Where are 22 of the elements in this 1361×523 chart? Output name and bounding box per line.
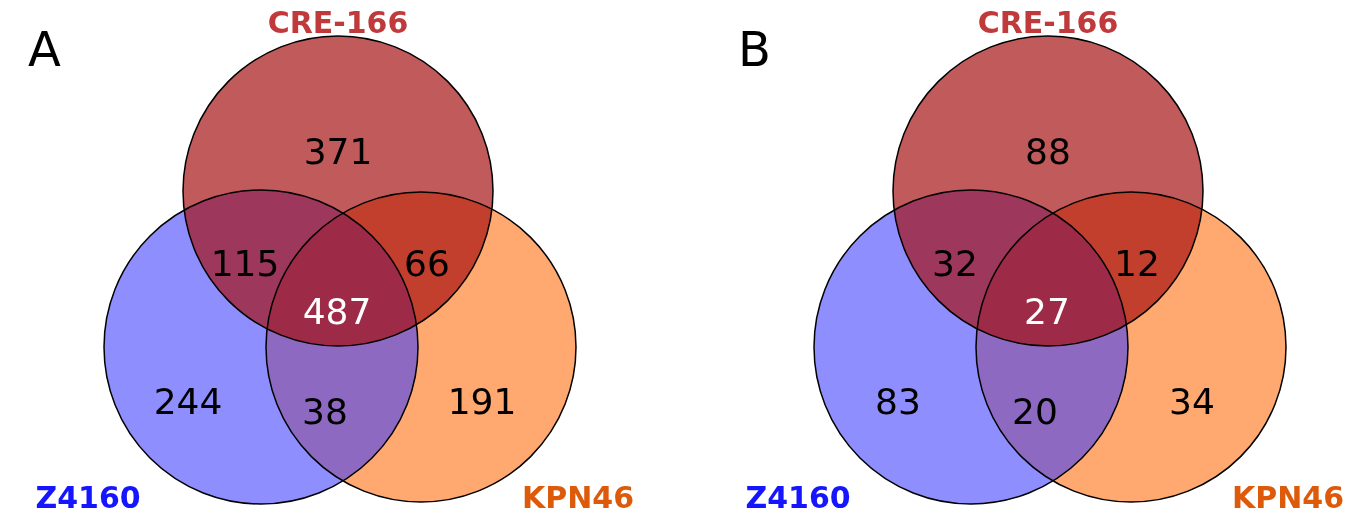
data-label: 244	[153, 380, 223, 422]
text: KPN46	[1231, 480, 1345, 515]
data-label: 487	[302, 290, 372, 332]
text: KPN46	[521, 480, 635, 515]
text: Z4160	[35, 480, 141, 515]
text: CRE-166	[267, 5, 409, 40]
data-label: 34	[1169, 380, 1215, 422]
data-label: 371	[303, 130, 373, 172]
text: B	[738, 21, 771, 77]
data-label: 12	[1114, 242, 1160, 284]
data-label: 191	[447, 380, 517, 422]
data-label: 38	[302, 390, 348, 432]
text: CRE-166	[977, 5, 1119, 40]
data-label: 83	[875, 380, 921, 422]
data-label: 32	[932, 242, 978, 284]
data-label: 27	[1024, 290, 1070, 332]
text: A	[28, 21, 61, 77]
data-label: 20	[1012, 390, 1058, 432]
text: Z4160	[745, 480, 851, 515]
data-label: 115	[210, 242, 280, 284]
data-label: 66	[404, 242, 450, 284]
data-label: 88	[1025, 130, 1071, 172]
